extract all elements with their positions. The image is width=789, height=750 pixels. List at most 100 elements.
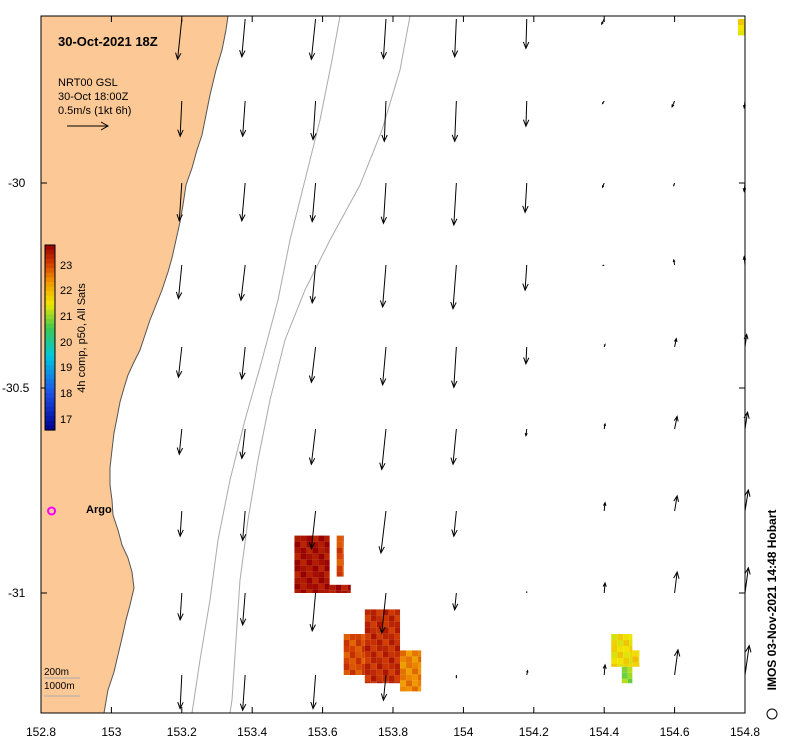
sst-pixel	[349, 670, 356, 675]
current-arrow	[239, 182, 246, 223]
current-arrow	[310, 100, 317, 141]
sst-pixel	[370, 633, 377, 640]
sst-pixel	[343, 658, 350, 664]
sst-pixel	[382, 681, 389, 684]
sst-pixel	[627, 666, 633, 673]
sst-pixel	[382, 657, 389, 664]
sst-pixel	[370, 645, 377, 652]
sst-pixel	[318, 589, 325, 593]
sst-pixel	[406, 674, 413, 681]
current-arrow	[451, 182, 458, 227]
sst-pixel	[412, 650, 419, 657]
sst-pixel	[324, 577, 330, 584]
current-arrow	[673, 648, 681, 676]
sst-pixel	[324, 541, 330, 548]
sst-pixel	[342, 559, 344, 566]
colorbar-segment	[45, 393, 55, 399]
sst-pixel	[388, 639, 395, 646]
sst-pixel	[617, 634, 624, 640]
sst-pixel	[737, 31, 744, 36]
current-arrow	[673, 182, 676, 187]
sst-pixel	[394, 633, 401, 640]
sst-pixel	[347, 590, 351, 593]
current-arrow	[308, 428, 317, 466]
colorbar-segment	[45, 365, 55, 371]
current-arrow	[451, 346, 458, 389]
sst-pixel	[347, 584, 351, 591]
current-arrow	[177, 100, 184, 138]
sst-pixel	[412, 662, 419, 669]
sst-pixel	[318, 583, 325, 590]
sst-pixel	[629, 646, 633, 652]
current-arrow	[744, 644, 752, 676]
current-arrow	[379, 264, 387, 309]
colorbar-segment	[45, 277, 55, 283]
colorbar-segment	[45, 309, 55, 315]
sst-pixel	[394, 609, 401, 616]
sst-pixel	[300, 553, 307, 560]
lon-label: 153.2	[166, 725, 197, 739]
colorbar-tick: 17	[60, 413, 73, 426]
sst-pixel	[400, 668, 407, 675]
sst-pixel	[336, 559, 343, 566]
sst-pixel	[394, 645, 401, 652]
sst-pixel	[318, 553, 325, 560]
sst-pixel	[361, 652, 365, 658]
colorbar-segment	[45, 272, 55, 278]
current-arrow	[238, 264, 246, 302]
sst-pixel	[617, 664, 624, 667]
sst-pixel	[370, 639, 377, 646]
sst-pixel	[412, 686, 419, 692]
current-arrow	[176, 182, 183, 223]
sst-pixel	[361, 658, 365, 664]
colorbar-segment	[45, 383, 55, 389]
sst-pixel	[376, 675, 383, 682]
axis-ticks	[40, 16, 746, 713]
sst-pixel	[349, 634, 356, 640]
contour-1000m	[229, 15, 411, 714]
sst-pixel	[376, 663, 383, 670]
sst-pixel	[364, 669, 371, 676]
sst-pixel	[329, 584, 336, 591]
sst-pixel	[361, 646, 365, 652]
sst-pixel	[355, 634, 362, 640]
sst-pixel	[394, 657, 401, 664]
colorbar-segment	[45, 374, 55, 380]
sst-pixel	[370, 609, 377, 616]
sst-pixel	[382, 639, 389, 646]
contour-200m	[191, 15, 341, 714]
sst-pixel	[632, 650, 639, 657]
sst-pixel	[376, 681, 383, 684]
current-arrow	[378, 510, 387, 555]
sst-pixel	[617, 640, 624, 646]
current-arrow	[602, 581, 607, 594]
argo-label[interactable]: Argo	[86, 504, 112, 516]
colorbar-segment	[45, 379, 55, 385]
sst-pixel	[621, 678, 628, 684]
sst-pixel	[406, 662, 413, 669]
sst-pixel	[376, 633, 383, 640]
current-arrow	[603, 422, 607, 430]
colorbar-tick: 22	[60, 285, 73, 298]
sst-pixel	[376, 657, 383, 664]
argo-circle[interactable]	[47, 506, 57, 516]
sst-pixel	[737, 25, 744, 31]
sst-pixel	[611, 658, 618, 664]
depth-contours	[191, 15, 411, 714]
sst-pixel	[349, 646, 356, 652]
sst-pixel	[638, 662, 640, 667]
sst-pixel	[300, 583, 307, 590]
legend-scale: 0.5m/s (1kt 6h)	[58, 105, 132, 117]
current-arrow	[176, 428, 184, 456]
argo-float-marker[interactable]	[47, 506, 57, 516]
lon-label: 153.4	[237, 725, 268, 739]
sst-pixel	[617, 652, 624, 658]
sst-pixel	[355, 664, 362, 670]
sst-pixel	[300, 547, 307, 554]
current-arrow	[522, 182, 529, 214]
sst-pixel	[349, 664, 356, 670]
sst-pixel	[294, 577, 301, 584]
sst-pixel	[388, 681, 395, 684]
colorbar-tick: 21	[60, 310, 73, 323]
